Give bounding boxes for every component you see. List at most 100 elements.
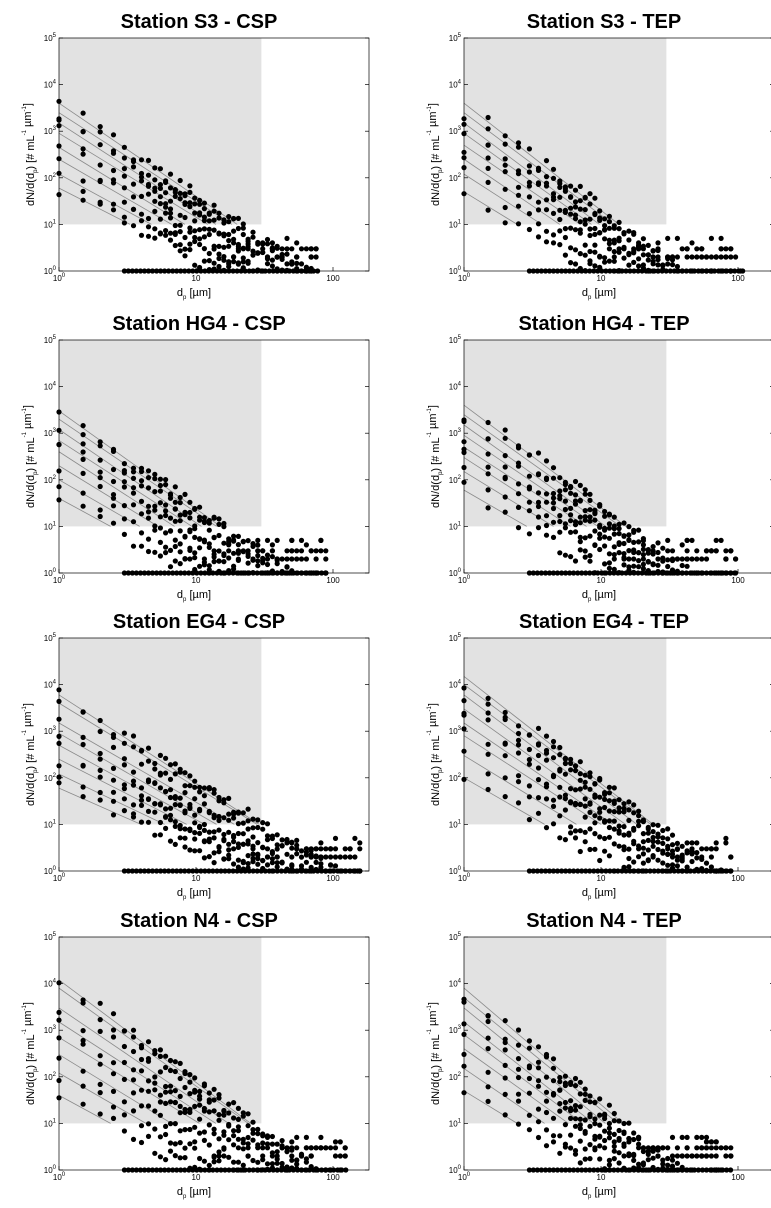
data-point — [568, 529, 574, 535]
data-point — [138, 785, 145, 791]
data-point — [679, 246, 685, 252]
data-point — [332, 835, 339, 842]
data-point — [182, 1155, 188, 1161]
data-point — [167, 206, 174, 212]
data-point — [611, 1148, 617, 1154]
data-point — [577, 1122, 583, 1128]
data-point — [250, 1137, 256, 1143]
data-point — [172, 242, 178, 249]
data-point — [294, 851, 300, 857]
data-point — [110, 1104, 117, 1110]
data-point — [97, 789, 103, 796]
data-point — [526, 531, 533, 537]
data-point — [177, 500, 183, 506]
data-point — [110, 777, 117, 783]
data-point — [323, 854, 329, 860]
data-point — [562, 1122, 569, 1128]
data-point — [699, 254, 705, 260]
data-point — [138, 1056, 145, 1063]
data-point — [557, 242, 563, 248]
data-point — [167, 805, 174, 811]
data-point — [568, 799, 574, 805]
data-point — [626, 537, 632, 544]
y-tick-label: 102 — [449, 475, 462, 485]
data-point — [167, 1089, 174, 1095]
data-point — [502, 1018, 508, 1024]
x-tick-label: 100 — [326, 1173, 340, 1182]
data-point — [206, 231, 212, 238]
data-point — [587, 216, 593, 222]
data-point — [485, 142, 491, 148]
data-point — [260, 241, 266, 247]
data-point — [303, 1159, 309, 1165]
data-point — [97, 1017, 103, 1023]
data-point — [80, 146, 86, 152]
data-point — [636, 823, 642, 829]
data-point — [557, 752, 563, 758]
data-point — [255, 537, 261, 544]
data-point — [606, 258, 613, 264]
data-point — [201, 821, 207, 828]
data-point — [597, 524, 603, 530]
data-point — [572, 800, 579, 806]
data-point — [216, 548, 222, 554]
data-point — [206, 1090, 212, 1096]
data-point — [611, 826, 617, 832]
data-point — [660, 1157, 666, 1163]
data-point — [187, 204, 193, 210]
data-point — [515, 1027, 522, 1033]
data-point — [568, 756, 574, 763]
data-point — [636, 263, 642, 269]
data-point — [640, 819, 647, 825]
data-point — [182, 1127, 188, 1133]
data-point — [152, 489, 158, 495]
data-point — [550, 475, 557, 481]
data-point — [130, 1136, 137, 1142]
data-point — [640, 236, 647, 242]
x-tick-label: 100 — [53, 873, 66, 883]
data-point — [216, 849, 222, 855]
data-point — [216, 1112, 222, 1118]
data-point — [235, 1159, 241, 1165]
data-point — [597, 806, 603, 812]
fit-line — [58, 1037, 200, 1124]
data-point — [264, 1145, 271, 1151]
data-point — [298, 556, 305, 562]
data-point — [182, 491, 188, 497]
data-point — [145, 157, 152, 163]
data-point — [332, 1153, 339, 1159]
data-point — [621, 230, 627, 236]
data-point — [535, 765, 542, 771]
data-point — [201, 214, 207, 220]
data-point — [502, 220, 508, 226]
data-point — [550, 1078, 557, 1084]
data-point — [557, 518, 563, 525]
data-point — [197, 517, 203, 523]
data-point — [163, 550, 169, 556]
data-point — [157, 1112, 163, 1118]
data-point — [631, 250, 637, 256]
data-point — [713, 1139, 719, 1145]
data-point — [674, 556, 681, 562]
fit-line — [463, 722, 614, 825]
data-point — [157, 1134, 163, 1140]
data-point — [226, 548, 232, 554]
data-point — [235, 841, 241, 847]
data-point — [260, 844, 266, 850]
data-point — [197, 808, 203, 814]
data-point — [197, 563, 203, 569]
data-point — [274, 245, 280, 251]
data-point — [636, 1145, 642, 1151]
data-point — [347, 846, 353, 852]
data-point — [587, 507, 593, 513]
data-point — [284, 556, 290, 562]
y-tick-label: 101 — [449, 819, 462, 829]
data-point — [665, 548, 671, 554]
data-point — [303, 846, 309, 852]
y-tick-label: 105 — [44, 335, 57, 345]
data-point — [269, 554, 275, 560]
data-point — [80, 456, 86, 462]
fit-line — [463, 435, 599, 527]
data-point — [535, 503, 542, 510]
y-tick-label: 103 — [449, 126, 462, 136]
